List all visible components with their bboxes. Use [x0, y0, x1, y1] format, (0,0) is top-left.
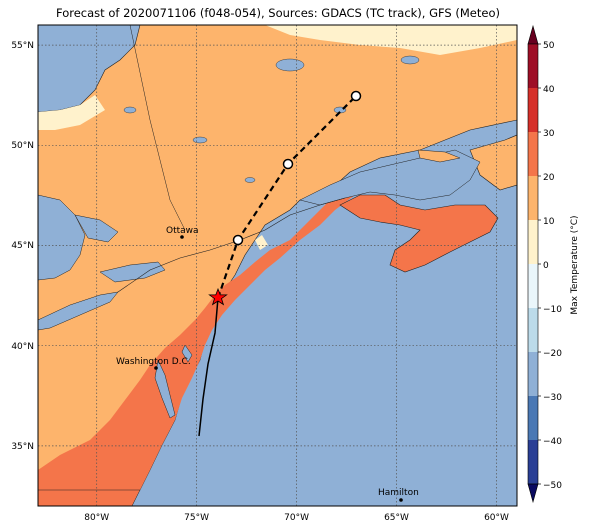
delaware-bay	[181, 344, 193, 363]
colorbar-label: Max Temperature (°C)	[570, 215, 580, 314]
colorbar-tick-labels: 50 40 30 20 10 0 −10 −20 −30 −40 −50	[543, 41, 562, 491]
lat-tick-40n: 40°N	[11, 342, 34, 352]
colorbar-top-arrow	[527, 24, 539, 45]
map-frame	[37, 24, 518, 507]
lat-tick-50n: 50°N	[11, 141, 34, 151]
colorbar-band-30-40	[528, 88, 538, 132]
lake-mistassini	[275, 58, 305, 72]
city-label-ottawa: Ottawa	[166, 226, 199, 236]
lon-tick-labels: 80°W 75°W 70°W 65°W 60°W	[84, 513, 509, 523]
land-mild-north	[265, 25, 517, 55]
colorbar-tick-neg20: −20	[543, 349, 562, 359]
colorbar-band-neg20-neg10	[528, 308, 538, 352]
city-label-hamilton: Hamilton	[378, 488, 419, 498]
colorbar-band-neg10-0	[528, 264, 538, 308]
city-marker-hamilton	[399, 498, 403, 502]
colorbar-tick-neg30: −30	[543, 393, 562, 403]
city-label-washington: Washington D.C.	[116, 357, 191, 367]
land-southeast	[38, 489, 141, 506]
chesapeake-bay	[154, 359, 176, 419]
colorbar-bottom-arrow	[527, 483, 539, 504]
track-past	[198, 297, 219, 437]
lake-north-3	[123, 106, 137, 114]
colorbar-band-10-20	[528, 176, 538, 220]
lat-tick-55n: 55°N	[11, 41, 34, 51]
colorbar-tick-30: 30	[543, 129, 555, 139]
lake-huron	[38, 194, 86, 281]
lon-tick-75w: 75°W	[184, 513, 209, 523]
forecast-point-2	[282, 158, 294, 170]
lake-north-5	[244, 177, 256, 183]
colorbar-band-neg40-neg30	[528, 396, 538, 440]
colorbar-band-40-50	[528, 44, 538, 88]
colorbar-tick-0: 0	[543, 261, 549, 271]
lat-tick-35n: 35°N	[11, 442, 34, 452]
lake-north-2	[192, 136, 208, 144]
forecast-point-1	[232, 234, 244, 246]
land-hot-coastal	[38, 183, 362, 490]
lake-erie	[38, 291, 119, 331]
colorbar-band-0-10	[528, 220, 538, 264]
figure-title: Forecast of 2020071106 (f048-054), Sourc…	[56, 6, 500, 20]
lon-tick-80w: 80°W	[84, 513, 109, 523]
lat-tick-labels: 55°N 50°N 45°N 40°N 35°N	[11, 41, 34, 452]
colorbar-ticks	[538, 43, 541, 485]
colorbar-tick-50: 50	[543, 41, 555, 51]
anticosti-island	[417, 149, 461, 163]
land-mild-highland	[255, 235, 268, 250]
forecast-point-3	[350, 90, 362, 102]
land-mild-west	[38, 95, 105, 130]
land-newfoundland	[469, 134, 517, 191]
city-marker-ottawa	[180, 235, 184, 239]
colorbar-tick-20: 20	[543, 173, 555, 183]
colorbar: 50 40 30 20 10 0 −10 −20 −30 −40 −50 Max…	[527, 24, 580, 504]
lat-tick-45n: 45°N	[11, 241, 34, 251]
lake-north-1	[400, 55, 420, 65]
colorbar-band-neg30-neg20	[528, 352, 538, 396]
lake-ontario	[99, 261, 166, 283]
lon-tick-60w: 60°W	[484, 513, 509, 523]
colorbar-tick-10: 10	[543, 217, 555, 227]
colorbar-tick-neg10: −10	[543, 305, 562, 315]
current-position-star-icon	[208, 287, 228, 306]
colorbar-tick-neg40: −40	[543, 437, 562, 447]
track-forecast	[216, 95, 357, 299]
graticule	[38, 25, 517, 506]
colorbar-band-neg50-neg40	[528, 440, 538, 484]
colorbar-tick-neg50: −50	[543, 481, 562, 491]
lon-tick-70w: 70°W	[284, 513, 309, 523]
city-marker-washington	[154, 366, 158, 370]
lon-tick-65w: 65°W	[384, 513, 409, 523]
colorbar-tick-40: 40	[543, 85, 555, 95]
gulf-st-lawrence	[299, 149, 481, 206]
map-area: Ottawa Washington D.C. Hamilton	[38, 25, 517, 506]
border-ontario-quebec	[129, 25, 186, 231]
colorbar-band-20-30	[528, 132, 538, 176]
land-maritimes	[339, 194, 499, 273]
